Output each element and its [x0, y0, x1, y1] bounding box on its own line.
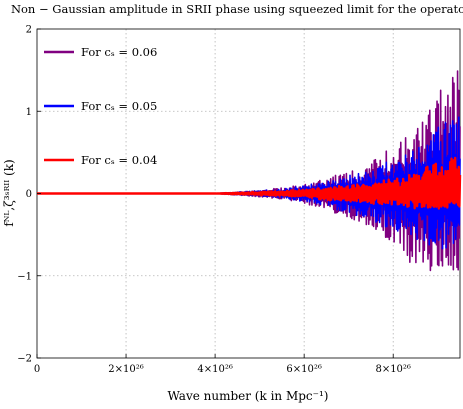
- legend: For cₛ = 0.06 For cₛ = 0.05 For cₛ = 0.04: [44, 45, 157, 167]
- series-group: [36, 70, 462, 272]
- x-tick-label: 2×10²⁶: [108, 364, 143, 375]
- y-tick-label: 0: [26, 189, 32, 200]
- legend-label: For cₛ = 0.05: [81, 99, 157, 113]
- x-axis-ticks: 0 2×10²⁶ 4×10²⁶ 6×10²⁶ 8×10²⁶: [34, 354, 411, 375]
- x-tick-label: 6×10²⁶: [286, 364, 321, 375]
- legend-label: For cₛ = 0.06: [81, 45, 157, 59]
- x-tick-label: 0: [34, 364, 40, 375]
- x-tick-label: 4×10²⁶: [197, 364, 232, 375]
- x-tick-label: 8×10²⁶: [375, 364, 410, 375]
- y-tick-label: −2: [17, 354, 32, 365]
- y-tick-label: 2: [26, 25, 32, 36]
- y-tick-label: 1: [26, 107, 32, 118]
- legend-label: For cₛ = 0.04: [81, 153, 157, 167]
- y-axis-title: fᴺᴸ,ζ³ˢᴿᴵᴵ (k): [2, 159, 16, 226]
- y-axis-ticks: −2 −1 0 1 2: [17, 25, 41, 365]
- y-tick-label: −1: [17, 271, 32, 282]
- chart-title: Non − Gaussian amplitude in SRII phase u…: [11, 2, 463, 16]
- series-line: [36, 156, 462, 210]
- x-axis-title: Wave number (k in Mpc⁻¹): [168, 389, 329, 403]
